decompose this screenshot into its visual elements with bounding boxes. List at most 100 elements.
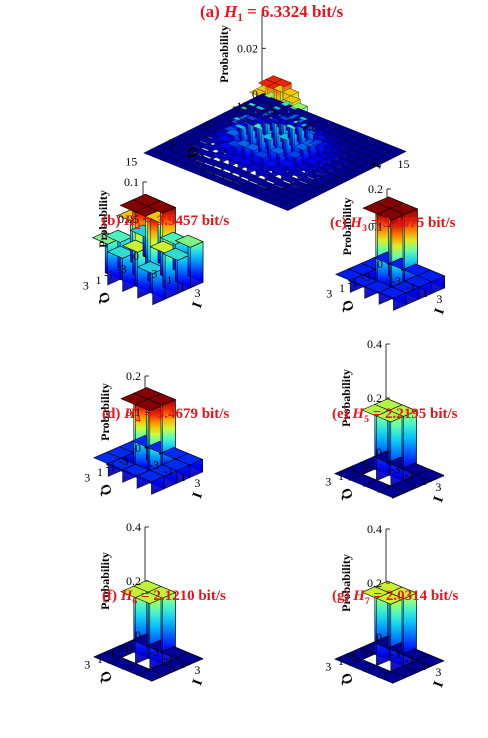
i-tick-label: -3	[390, 462, 400, 476]
bar-face-top	[289, 180, 307, 189]
bar-face-top	[257, 180, 275, 189]
i-tick-label: 3	[194, 476, 200, 490]
i-tick-label: 15	[398, 157, 410, 171]
q-tick-label: -1	[106, 459, 116, 473]
title-symbol: H	[223, 2, 238, 21]
bar-face-top	[162, 247, 192, 261]
bar-face-top	[283, 95, 301, 104]
title-value: = 3.4075 bit/s	[367, 215, 456, 231]
i-tick-label: 1	[422, 286, 428, 300]
panel-title: (b) H2 = 3.9457 bit/s	[102, 213, 229, 232]
q-tick-label: -3	[119, 454, 129, 468]
i-tick-label: -3	[391, 274, 401, 288]
bar-face-top	[415, 468, 445, 482]
q-ticks: 3 1 -1 -3	[84, 454, 128, 485]
q-tick-label: -1	[348, 275, 358, 289]
bar-face-top	[389, 202, 419, 215]
bar-face-top	[266, 184, 284, 193]
z-ticks: 0 0.2 0.4	[367, 337, 390, 459]
z-tick-label: 0.1	[126, 405, 141, 419]
z-tick-label: 0	[376, 445, 382, 459]
i-tick-label: -3	[149, 458, 159, 472]
y-axis-label: Probability	[340, 198, 354, 256]
panel-letter: (a)	[200, 2, 224, 21]
bar-face-top	[262, 159, 280, 168]
bar	[391, 280, 420, 306]
i-axis-label: I	[432, 306, 448, 316]
q-axis-label: Q	[338, 298, 356, 313]
panel-letter: (d)	[102, 406, 124, 422]
bar-face-top	[237, 158, 255, 166]
i-tick-label: -1	[163, 273, 173, 287]
i-ticks: -3 -1 1 3	[148, 266, 201, 300]
q-axis-label: Q	[337, 486, 355, 501]
q-tick-label: 3	[84, 471, 90, 485]
bar-face-top	[388, 404, 418, 417]
bar	[174, 452, 204, 479]
bar-face-top	[239, 171, 257, 180]
y-axis-label: Probability	[96, 190, 110, 248]
z-tick-label: 0.2	[126, 369, 141, 383]
bars-group	[335, 196, 446, 311]
z-tick-label: 0	[377, 257, 383, 271]
bar-face-top	[279, 159, 297, 168]
title-value: = 6.3324 bit/s	[243, 2, 344, 21]
bars-group	[93, 580, 204, 682]
i-ticks: -3 -1 1 3	[390, 462, 441, 494]
bar-face-top	[174, 453, 204, 466]
i-tick-label: 3	[435, 480, 441, 494]
bars-group	[143, 75, 407, 212]
i-ticks: -15 -5 15	[261, 103, 410, 171]
bar-face-top	[297, 175, 315, 184]
i-axis-label: I	[369, 161, 385, 171]
i-tick-label: -1	[406, 280, 416, 294]
q-axis-label: Q	[95, 290, 113, 305]
bar-face-top	[389, 147, 407, 156]
bars-group	[91, 193, 204, 306]
q-axis-label: Q	[183, 145, 201, 160]
q-tick-label: 5	[168, 136, 174, 150]
i-tick-label: 3	[195, 286, 201, 300]
i-tick-label: -1	[405, 468, 415, 482]
bar	[174, 234, 204, 289]
bar	[416, 269, 446, 295]
i-axis-label: I	[190, 490, 206, 500]
q-axis-label: Q	[96, 482, 114, 497]
bar-face-side	[190, 241, 204, 289]
z-ticks: 0 0.1 0.2	[126, 369, 149, 455]
bar-face-top	[282, 184, 300, 193]
panel-letter: (b)	[102, 213, 124, 229]
z-ticks: 00.02	[237, 41, 266, 101]
i-ticks: -3 -1 1 3	[391, 274, 442, 306]
q-tick-label: -1	[104, 267, 114, 281]
bar-face-top	[230, 167, 248, 176]
z-tick-label: 0	[133, 249, 139, 263]
title-symbol: H	[349, 215, 363, 231]
q-tick-label: 3	[326, 287, 332, 301]
i-axis-label: I	[190, 300, 206, 310]
bar-face-top	[306, 180, 324, 189]
bar-face-side	[390, 415, 404, 488]
z-tick-label: 0.1	[368, 220, 383, 234]
bar-face-top	[274, 79, 292, 87]
i-tick-label: -3	[148, 266, 158, 280]
bar-face-top	[174, 234, 204, 248]
q-ticks: 15 5 -5 -15	[125, 99, 248, 169]
q-tick-label: -3	[360, 458, 370, 472]
z-ticks: 0 0.1 0.2	[368, 182, 391, 271]
title-subscript: 3	[362, 223, 367, 234]
bar-face-top	[246, 163, 264, 172]
z-tick-label: 0.02	[237, 41, 258, 55]
bar	[388, 404, 418, 482]
panel-letter: (e)	[332, 406, 352, 422]
q-tick-label: -1	[347, 463, 357, 477]
title-subscript: 2	[136, 221, 141, 232]
y-axis-label: Probability	[98, 383, 112, 441]
q-tick-label: -15	[232, 99, 248, 113]
bar-face-top	[295, 163, 313, 171]
i-tick-label: 1	[180, 470, 186, 484]
